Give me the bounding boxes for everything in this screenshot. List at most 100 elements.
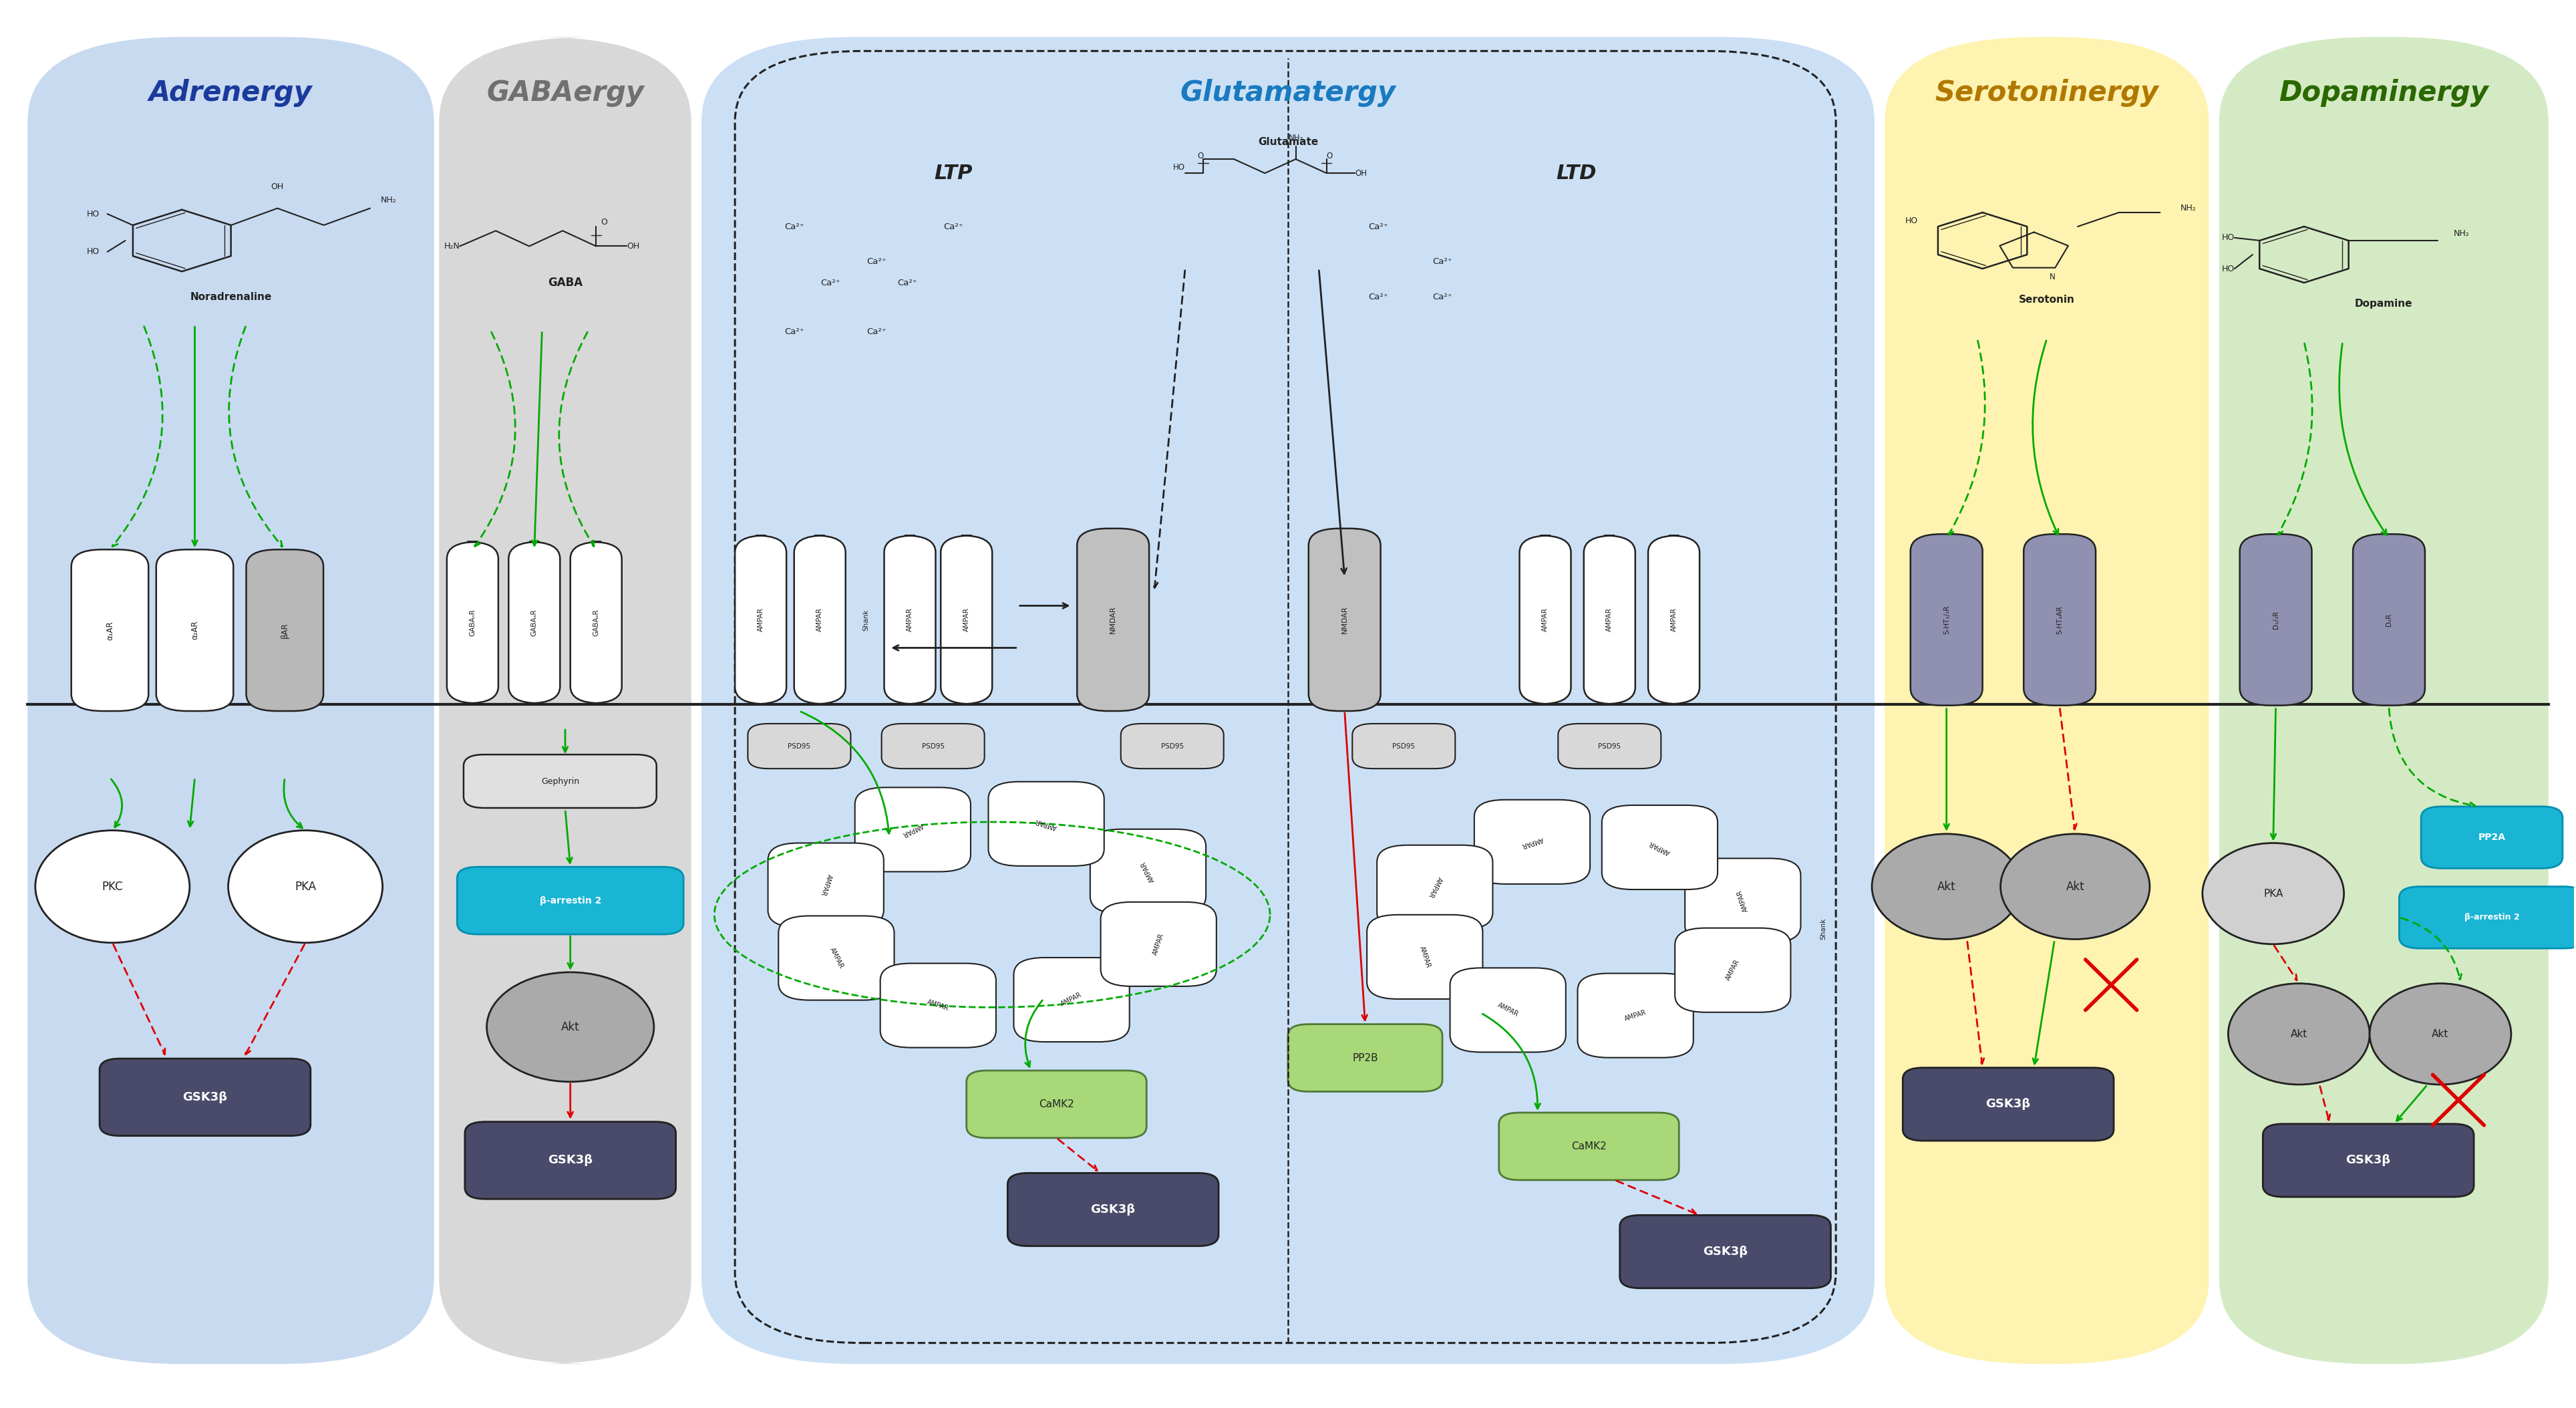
- Text: Akt: Akt: [562, 1021, 580, 1033]
- Text: Dopamine: Dopamine: [2354, 298, 2414, 308]
- FancyBboxPatch shape: [966, 1070, 1146, 1138]
- FancyBboxPatch shape: [1288, 1024, 1443, 1091]
- FancyBboxPatch shape: [569, 542, 621, 704]
- Text: GABAₙR: GABAₙR: [469, 608, 477, 636]
- Text: Ca²⁺: Ca²⁺: [1368, 222, 1388, 231]
- Text: AMPAR: AMPAR: [1059, 991, 1084, 1008]
- Text: AMPAR: AMPAR: [1141, 860, 1157, 883]
- Text: OH: OH: [626, 242, 639, 251]
- Text: β-arrestin 2: β-arrestin 2: [2465, 914, 2519, 922]
- FancyBboxPatch shape: [1499, 1112, 1680, 1180]
- Text: NH₂: NH₂: [2182, 204, 2197, 213]
- Text: O: O: [1198, 152, 1203, 161]
- FancyBboxPatch shape: [1602, 805, 1718, 890]
- Text: PSD95: PSD95: [1597, 743, 1620, 749]
- Text: CaMK2: CaMK2: [1038, 1100, 1074, 1110]
- Text: Ca²⁺: Ca²⁺: [783, 222, 804, 231]
- Text: Akt: Akt: [1937, 880, 1955, 893]
- FancyBboxPatch shape: [768, 843, 884, 928]
- FancyBboxPatch shape: [1450, 967, 1566, 1052]
- FancyBboxPatch shape: [855, 787, 971, 872]
- Text: AMPAR: AMPAR: [907, 608, 914, 632]
- FancyBboxPatch shape: [1007, 1173, 1218, 1246]
- Text: Ca²⁺: Ca²⁺: [1432, 293, 1453, 301]
- Text: βAR: βAR: [281, 622, 289, 638]
- Text: PKA: PKA: [2264, 888, 2282, 898]
- Ellipse shape: [229, 831, 384, 943]
- Text: GSK3β: GSK3β: [1703, 1246, 1747, 1257]
- Text: PKC: PKC: [103, 880, 124, 893]
- Text: PP2A: PP2A: [2478, 832, 2506, 842]
- FancyBboxPatch shape: [793, 535, 845, 704]
- Text: HO: HO: [88, 210, 100, 218]
- Ellipse shape: [2370, 983, 2512, 1084]
- Text: O: O: [1327, 152, 1332, 161]
- Ellipse shape: [487, 972, 654, 1081]
- Text: AMPAR: AMPAR: [829, 946, 845, 970]
- Text: GSK3β: GSK3β: [1090, 1204, 1136, 1215]
- FancyBboxPatch shape: [446, 542, 497, 704]
- Text: AMPAR: AMPAR: [1543, 608, 1548, 632]
- Text: PSD95: PSD95: [788, 743, 811, 749]
- Text: Glutamate: Glutamate: [1257, 137, 1319, 148]
- FancyBboxPatch shape: [881, 963, 997, 1048]
- FancyBboxPatch shape: [1100, 903, 1216, 986]
- FancyBboxPatch shape: [2025, 534, 2097, 705]
- Text: 5-HT₁/₃R: 5-HT₁/₃R: [1942, 605, 1950, 634]
- Ellipse shape: [2202, 843, 2344, 945]
- FancyBboxPatch shape: [2352, 534, 2424, 705]
- Text: Noradrenaline: Noradrenaline: [191, 291, 270, 301]
- Text: AMPAR: AMPAR: [817, 608, 824, 632]
- FancyBboxPatch shape: [1090, 829, 1206, 914]
- Text: AMPAR: AMPAR: [757, 608, 765, 632]
- FancyBboxPatch shape: [2421, 807, 2563, 869]
- Text: HO: HO: [1172, 163, 1185, 172]
- FancyBboxPatch shape: [157, 549, 234, 711]
- FancyBboxPatch shape: [1352, 724, 1455, 769]
- Text: Akt: Akt: [2290, 1029, 2308, 1039]
- FancyBboxPatch shape: [1015, 957, 1128, 1042]
- Text: Ca²⁺: Ca²⁺: [866, 258, 886, 266]
- Text: HO: HO: [2221, 234, 2233, 242]
- Text: D₂R: D₂R: [2385, 614, 2393, 627]
- FancyBboxPatch shape: [778, 915, 894, 1000]
- Text: CaMK2: CaMK2: [1571, 1142, 1607, 1152]
- Text: GABA: GABA: [549, 277, 582, 289]
- FancyBboxPatch shape: [1121, 724, 1224, 769]
- FancyBboxPatch shape: [1077, 528, 1149, 711]
- Text: Serotoninergy: Serotoninergy: [1935, 79, 2159, 107]
- FancyBboxPatch shape: [464, 755, 657, 808]
- Text: 5-HT₂AR: 5-HT₂AR: [2056, 605, 2063, 634]
- Text: GSK3β: GSK3β: [1986, 1098, 2030, 1111]
- FancyBboxPatch shape: [247, 549, 325, 711]
- FancyBboxPatch shape: [2262, 1124, 2473, 1197]
- Text: NH₂: NH₂: [1288, 134, 1303, 142]
- Text: D₁/₃R: D₁/₃R: [2272, 611, 2280, 629]
- Text: PSD95: PSD95: [1162, 743, 1182, 749]
- FancyBboxPatch shape: [1685, 859, 1801, 942]
- Text: Serotonin: Serotonin: [2020, 294, 2074, 304]
- Text: PSD95: PSD95: [922, 743, 945, 749]
- Text: Ca²⁺: Ca²⁺: [783, 328, 804, 337]
- Text: AMPAR: AMPAR: [1736, 888, 1749, 912]
- Text: LTP: LTP: [935, 163, 974, 183]
- FancyBboxPatch shape: [1911, 534, 1984, 705]
- Text: Ca²⁺: Ca²⁺: [896, 279, 917, 287]
- Text: HO: HO: [88, 248, 100, 256]
- FancyBboxPatch shape: [1577, 973, 1692, 1057]
- FancyBboxPatch shape: [1309, 528, 1381, 711]
- Text: NH₂: NH₂: [2452, 230, 2470, 238]
- Text: AMPAR: AMPAR: [1607, 608, 1613, 632]
- FancyBboxPatch shape: [2239, 534, 2311, 705]
- Text: GSK3β: GSK3β: [183, 1091, 227, 1104]
- FancyBboxPatch shape: [464, 1122, 675, 1200]
- Ellipse shape: [2002, 834, 2151, 939]
- FancyBboxPatch shape: [1620, 1215, 1832, 1288]
- FancyBboxPatch shape: [701, 37, 1875, 1364]
- Text: AMPAR: AMPAR: [1520, 835, 1543, 849]
- Text: OH: OH: [1355, 169, 1368, 177]
- FancyBboxPatch shape: [1520, 535, 1571, 704]
- Text: Ca²⁺: Ca²⁺: [866, 328, 886, 337]
- FancyBboxPatch shape: [881, 724, 984, 769]
- Text: AMPAR: AMPAR: [1036, 817, 1059, 831]
